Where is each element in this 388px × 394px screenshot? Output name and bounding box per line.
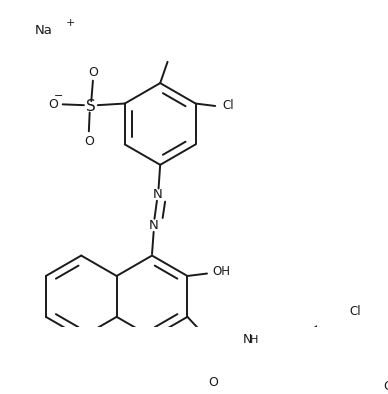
Text: Na: Na xyxy=(35,24,53,37)
Text: O: O xyxy=(208,376,218,389)
Text: H: H xyxy=(250,335,259,345)
Text: −: − xyxy=(54,91,63,101)
Text: S: S xyxy=(86,99,95,114)
Text: O: O xyxy=(84,135,94,148)
Text: +: + xyxy=(66,19,75,28)
Text: O: O xyxy=(88,66,98,79)
Text: Cl: Cl xyxy=(222,99,234,112)
Text: Cl: Cl xyxy=(350,305,361,318)
Text: N: N xyxy=(243,333,253,346)
Text: N: N xyxy=(153,188,163,201)
Text: OH: OH xyxy=(213,266,231,279)
Text: N: N xyxy=(149,219,159,232)
Text: O: O xyxy=(383,380,388,393)
Text: O: O xyxy=(48,98,58,111)
